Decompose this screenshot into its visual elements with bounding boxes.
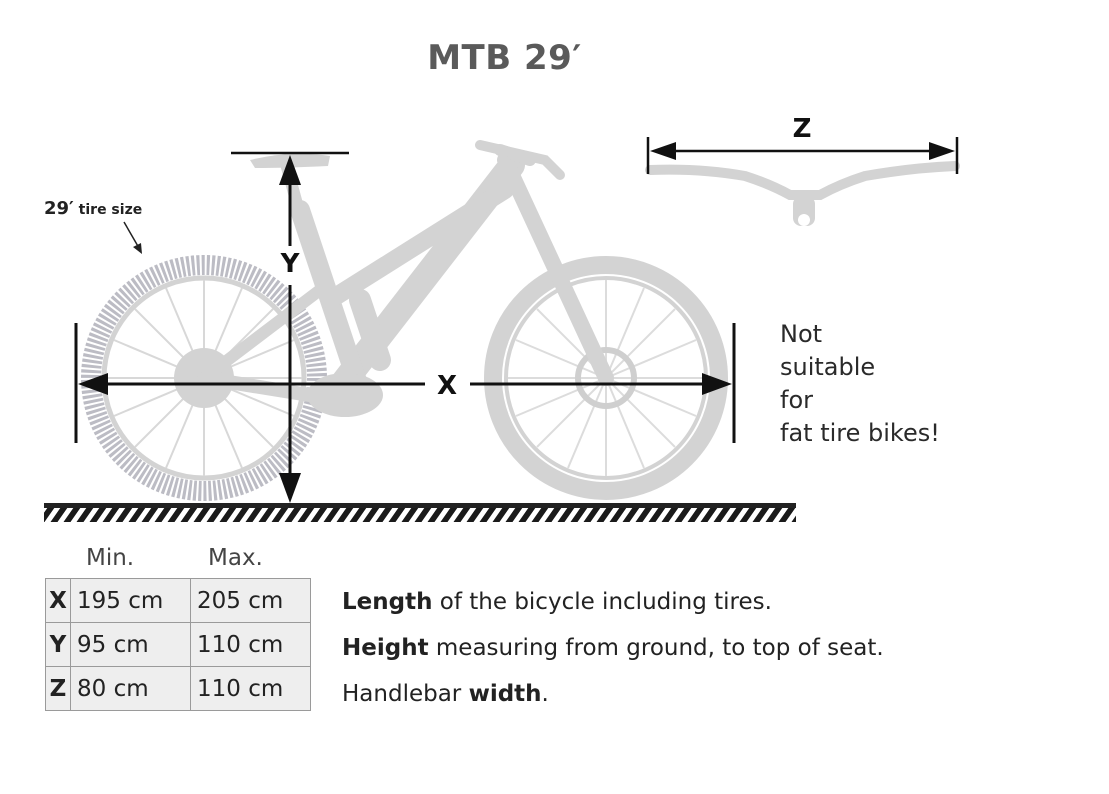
max-header: Max. — [208, 545, 263, 571]
description-bold: Height — [342, 635, 429, 661]
dimension-y — [231, 151, 349, 503]
table-row: X 195 cm 205 cm — [45, 578, 311, 623]
size-table: X 195 cm 205 cm Y 95 cm 110 cm Z 80 cm 1… — [45, 578, 311, 711]
description-text: measuring from ground, to top of seat. — [428, 635, 884, 661]
description-bold: Length — [342, 589, 433, 615]
min-value: 95 cm — [70, 622, 191, 667]
description-text: . — [541, 681, 549, 707]
tire-size-number: 29′ — [44, 198, 74, 219]
tire-size-text: tire size — [78, 202, 143, 218]
note-line: for — [780, 386, 813, 414]
row-key: Z — [45, 666, 71, 711]
label-y: Y — [280, 249, 301, 279]
row-key: Y — [45, 622, 71, 667]
description-text: Handlebar — [342, 681, 469, 707]
label-x: X — [437, 371, 457, 401]
fat-tire-note: Not suitable for fat tire bikes! — [780, 318, 940, 450]
tire-pointer-arrow — [123, 221, 142, 254]
description-bold: width — [468, 681, 542, 707]
dimension-z — [646, 137, 959, 174]
handlebar-illustration — [645, 161, 960, 226]
min-value: 80 cm — [70, 666, 191, 711]
min-header: Min. — [86, 545, 135, 571]
note-line: suitable — [780, 353, 876, 381]
note-line: fat tire bikes! — [780, 419, 940, 447]
bike-illustration — [81, 140, 728, 501]
row-key: X — [45, 578, 71, 623]
description-text: of the bicycle including tires. — [432, 589, 772, 615]
description-z: Handlebar width. — [342, 681, 549, 707]
page-title: MTB 29′ — [427, 38, 582, 78]
description-y: Height measuring from ground, to top of … — [342, 635, 884, 661]
max-value: 110 cm — [190, 622, 311, 667]
dimension-x — [74, 323, 736, 443]
description-x: Length of the bicycle including tires. — [342, 589, 772, 615]
ground-bar — [44, 503, 796, 508]
table-row: Y 95 cm 110 cm — [45, 622, 311, 667]
max-value: 110 cm — [190, 666, 311, 711]
label-z: Z — [793, 114, 812, 144]
note-line: Not — [780, 320, 823, 348]
table-row: Z 80 cm 110 cm — [45, 666, 311, 711]
max-value: 205 cm — [190, 578, 311, 623]
min-value: 195 cm — [70, 578, 191, 623]
tire-size-label: 29′ tire size — [44, 198, 142, 219]
ground-hatch — [44, 508, 796, 522]
